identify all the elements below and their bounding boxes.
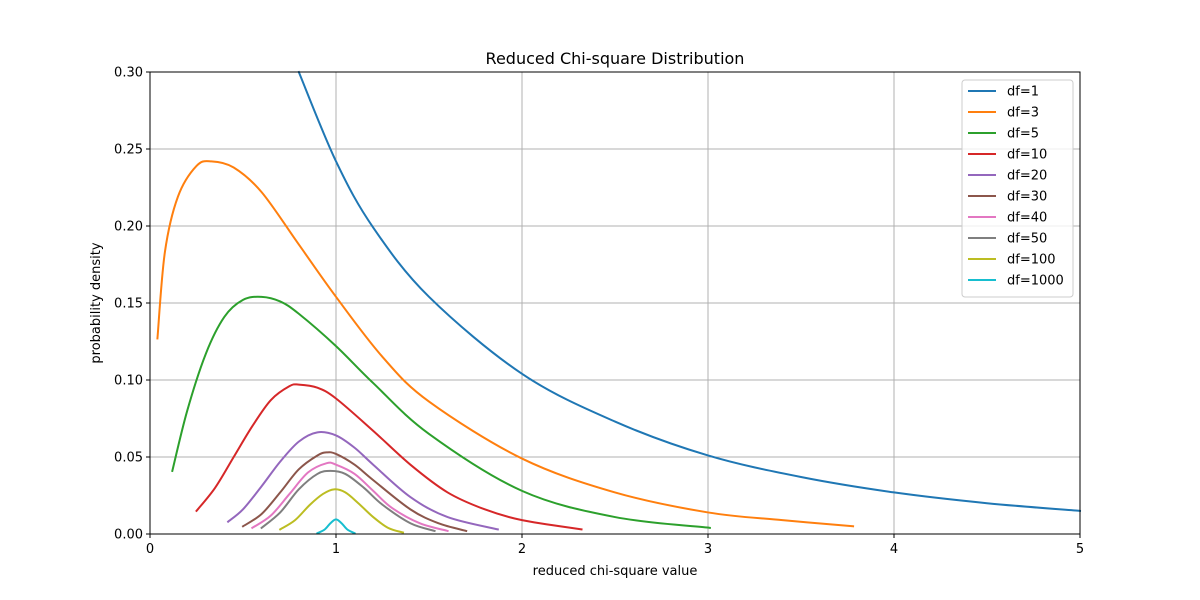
series-line-10	[316, 518, 356, 535]
legend-label: df=20	[1007, 169, 1047, 184]
x-tick-label: 2	[518, 542, 526, 557]
series-lines	[156, 70, 1082, 535]
chart-title: Reduced Chi-square Distribution	[486, 49, 745, 68]
y-tick-label: 0.05	[114, 451, 143, 466]
series-line-2	[156, 160, 855, 528]
y-tick-label: 0.00	[114, 528, 143, 543]
x-axis-label: reduced chi-square value	[533, 564, 698, 579]
x-tick-label: 5	[1076, 542, 1084, 557]
x-tick-label: 1	[332, 542, 340, 557]
legend-label: df=1	[1007, 85, 1039, 100]
axis-ticks: 0 1 2 3 4 5 0.00 0.05 0.10 0.15 0.20 0.25 0.30	[114, 66, 1084, 558]
legend-label: df=10	[1007, 148, 1047, 163]
series-line-6	[241, 451, 468, 533]
series-line-5	[226, 431, 500, 531]
x-tick-label: 3	[704, 542, 712, 557]
legend-label: df=5	[1007, 127, 1039, 142]
y-tick-label: 0.10	[114, 374, 143, 389]
series-line-7	[250, 461, 449, 533]
legend-label: df=1000	[1007, 274, 1064, 289]
legend-label: df=100	[1007, 253, 1056, 268]
series-line-1	[297, 70, 1082, 512]
y-tick-label: 0.30	[114, 66, 143, 81]
x-tick-label: 0	[146, 542, 154, 557]
series-line-4	[195, 383, 583, 531]
legend-box	[961, 79, 1074, 298]
legend-label: df=3	[1007, 106, 1039, 121]
series-line-9	[278, 488, 405, 534]
y-tick-label: 0.15	[114, 297, 143, 312]
legend-label: df=30	[1007, 190, 1047, 205]
legend-label: df=40	[1007, 211, 1047, 226]
series-line-8	[260, 469, 436, 533]
y-tick-label: 0.20	[114, 220, 143, 235]
legend: df=1 df=3 df=5 df=10 df=20 df=30 df=40 df=50 df=…	[961, 79, 1074, 298]
x-tick-label: 4	[890, 542, 898, 557]
legend-label: df=50	[1007, 232, 1047, 247]
y-tick-label: 0.25	[114, 143, 143, 158]
series-line-3	[171, 295, 711, 529]
y-axis-label: probability density	[89, 242, 104, 363]
